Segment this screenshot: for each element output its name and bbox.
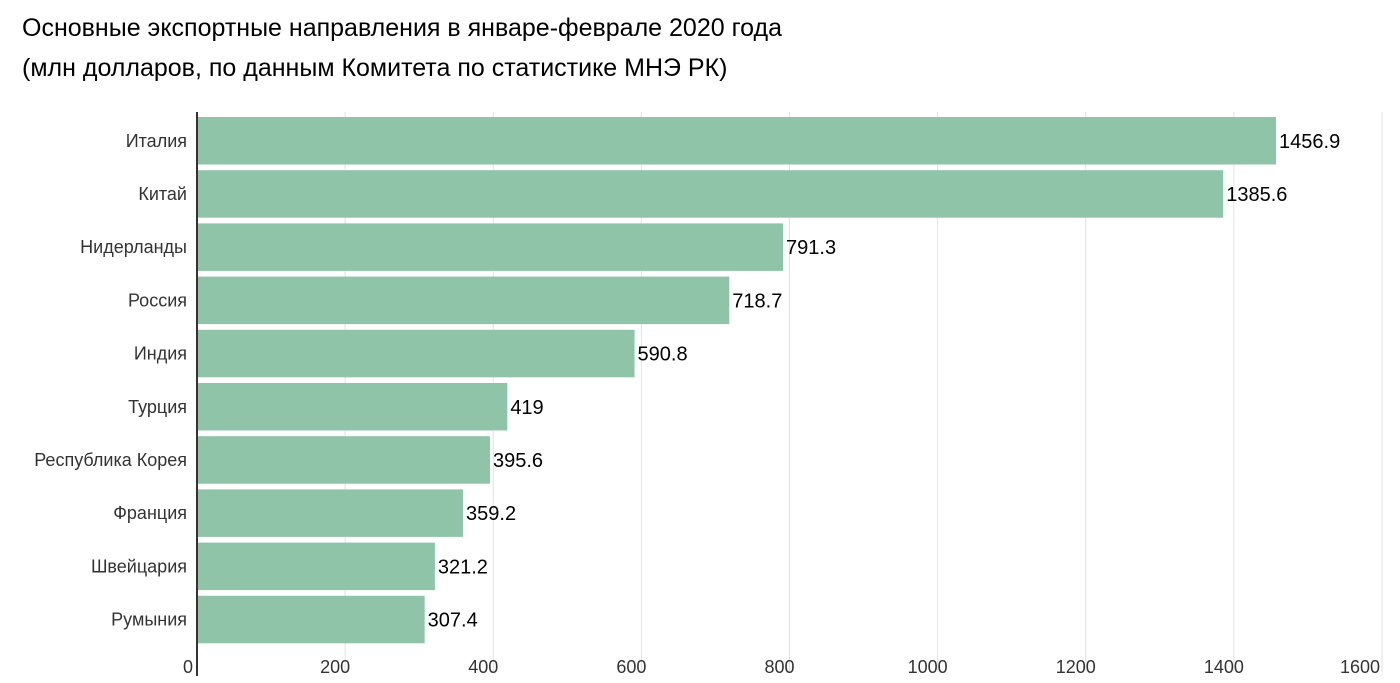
chart-subtitle: (млн долларов, по данным Комитета по ста… [22, 54, 728, 82]
data-label: 1456.9 [1279, 131, 1340, 153]
chart-title-block: Основные экспортные направления в январе… [22, 8, 1382, 88]
category-label: Италия [126, 131, 187, 151]
category-label: Нидерланды [80, 237, 187, 257]
bar [197, 223, 784, 271]
category-label: Швейцария [91, 556, 187, 576]
x-tick-label: 0 [183, 657, 193, 677]
bar [197, 489, 464, 537]
x-tick-label: 1000 [908, 657, 948, 677]
data-label: 791.3 [786, 237, 836, 259]
x-tick-label: 200 [320, 657, 350, 677]
data-label: 359.2 [466, 503, 516, 525]
data-label: 395.6 [493, 450, 543, 472]
category-label: Индия [134, 344, 187, 364]
data-label: 1385.6 [1226, 184, 1287, 206]
data-label: 321.2 [438, 556, 488, 578]
x-tick-label: 1400 [1204, 657, 1244, 677]
category-label: Румыния [111, 610, 187, 630]
category-label: Китай [138, 184, 187, 204]
bar [197, 329, 635, 378]
bar [197, 276, 730, 325]
x-tick-label: 600 [616, 657, 646, 677]
x-tick-label: 1200 [1056, 657, 1096, 677]
data-label: 419 [510, 397, 543, 419]
bar [197, 436, 490, 484]
bar [197, 542, 435, 591]
bar [197, 170, 1224, 218]
bar [197, 383, 508, 431]
x-tick-label: 1600 [1340, 657, 1380, 677]
category-label: Турция [128, 397, 187, 417]
bar [197, 595, 425, 644]
x-tick-label: 400 [468, 657, 498, 677]
data-label: 307.4 [428, 610, 478, 632]
category-label: Республика Корея [34, 450, 187, 470]
bar [197, 117, 1277, 165]
data-label: 718.7 [732, 290, 782, 312]
category-label: Франция [113, 503, 187, 523]
category-label: Россия [128, 290, 187, 310]
data-label: 590.8 [638, 344, 688, 366]
chart-title: Основные экспортные направления в январе… [22, 14, 782, 42]
x-tick-label: 800 [764, 657, 794, 677]
